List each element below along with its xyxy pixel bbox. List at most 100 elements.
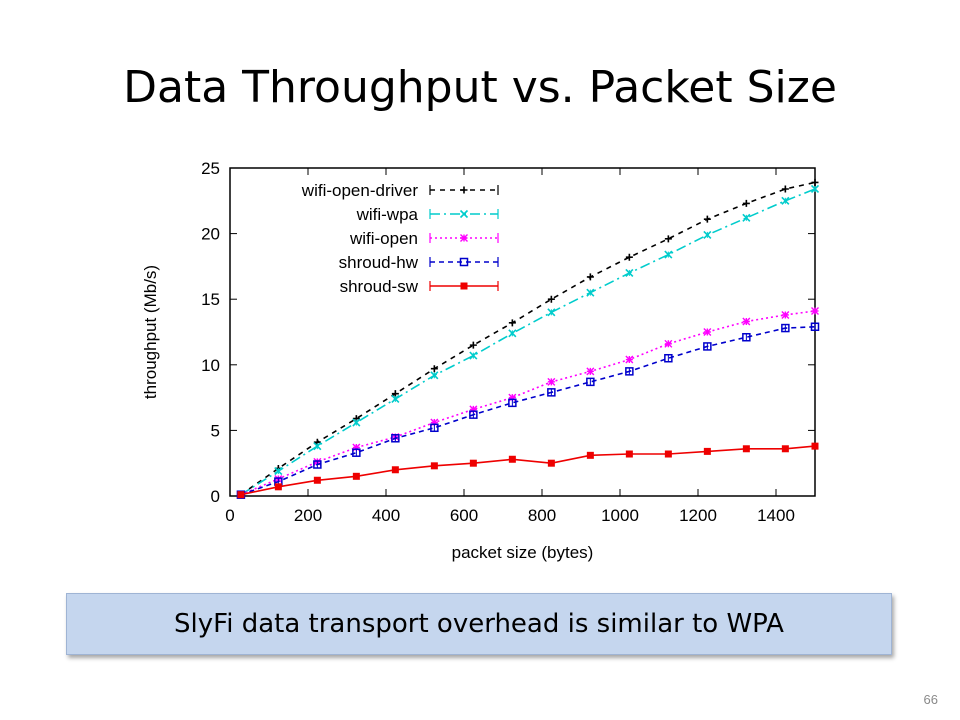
data-point [742, 213, 751, 222]
data-point [664, 339, 673, 348]
series-line-wifi-wpa [240, 188, 816, 496]
x-tick-label: 600 [450, 506, 478, 525]
data-point [703, 215, 711, 223]
data-point [469, 341, 477, 349]
data-point [781, 196, 790, 205]
slide-title: Data Throughput vs. Packet Size [123, 62, 837, 113]
callout-box: SlyFi data transport overhead is similar… [66, 593, 892, 655]
data-point [625, 253, 633, 261]
data-point [547, 295, 555, 303]
legend-label: wifi-wpa [356, 205, 419, 224]
legend-item-wifi-wpa: wifi-wpa [356, 205, 499, 224]
data-point [391, 434, 400, 443]
data-point [430, 371, 439, 380]
series-line-shroud-hw [240, 326, 816, 496]
legend-label: shroud-hw [339, 253, 419, 272]
data-point [781, 445, 789, 453]
data-point [391, 394, 400, 403]
throughput-chart: 0 200 400 600 800 1000 1200 1400 0 5 10 15 20 25 packe… [141, 159, 820, 562]
data-point [352, 418, 361, 427]
data-point [625, 367, 634, 376]
legend-item-wifi-open-driver: wifi-open-driver [301, 181, 499, 200]
data-point [703, 342, 712, 351]
data-point [625, 450, 633, 458]
data-point [664, 450, 672, 458]
y-tick-label: 10 [201, 356, 220, 375]
data-point [274, 483, 282, 491]
legend-marker [460, 186, 468, 194]
x-axis-label: packet size (bytes) [452, 543, 594, 562]
data-point [430, 365, 438, 373]
data-point [811, 178, 819, 186]
data-point [508, 398, 517, 408]
series-wifi-open [236, 307, 819, 499]
data-point [469, 410, 478, 419]
page-number: 66 [923, 692, 938, 707]
legend-marker [459, 257, 469, 267]
data-point [781, 323, 790, 333]
x-tick-label: 200 [294, 506, 322, 525]
data-point [586, 273, 594, 281]
data-point [742, 199, 750, 207]
series-shroud-hw [236, 322, 820, 499]
callout-text: SlyFi data transport overhead is similar… [174, 609, 784, 639]
data-point [742, 332, 751, 342]
data-point [391, 466, 399, 474]
data-point [781, 185, 789, 193]
data-point [586, 367, 595, 376]
x-tick-label: 0 [225, 506, 234, 525]
data-point [237, 491, 245, 499]
data-point [469, 459, 477, 467]
chart-legend: wifi-open-driver wifi-wpa wifi-open shroud-… [301, 181, 499, 296]
data-point [586, 288, 595, 297]
data-point [313, 442, 322, 451]
series-line-wifi-open [240, 310, 816, 496]
legend-item-shroud-sw: shroud-sw [340, 277, 499, 296]
data-point [703, 447, 711, 455]
data-point [430, 462, 438, 470]
y-tick-label: 20 [201, 225, 220, 244]
x-tick-label: 800 [528, 506, 556, 525]
data-point [508, 319, 516, 327]
data-point [508, 455, 516, 463]
data-point [664, 353, 673, 363]
y-tick-label: 5 [211, 421, 220, 440]
chart-axes: 0 200 400 600 800 1000 1200 1400 0 5 10 15 20 25 packe… [141, 159, 816, 562]
series-line-shroud-sw [240, 445, 816, 496]
data-point [703, 230, 712, 239]
data-point [811, 307, 819, 316]
data-point [547, 308, 556, 317]
legend-label: shroud-sw [340, 277, 419, 296]
data-point [742, 445, 750, 453]
x-tick-label: 1000 [601, 506, 639, 525]
legend-marker [459, 209, 469, 219]
data-point [352, 443, 361, 452]
series-shroud-sw [237, 442, 819, 499]
data-point [664, 250, 673, 259]
x-tick-label: 400 [372, 506, 400, 525]
legend-item-wifi-open: wifi-open [349, 229, 499, 248]
x-tick-label: 1400 [757, 506, 795, 525]
data-point [430, 423, 439, 433]
data-point [810, 322, 820, 332]
data-point [352, 448, 361, 457]
y-tick-label: 15 [201, 290, 220, 309]
legend-marker [460, 282, 468, 290]
data-point [313, 476, 321, 484]
data-point [664, 235, 672, 243]
legend-marker [460, 234, 468, 242]
data-point [625, 355, 634, 364]
data-point [313, 460, 322, 469]
data-point [586, 451, 594, 459]
legend-label: wifi-open-driver [301, 181, 419, 200]
legend-item-shroud-hw: shroud-hw [339, 253, 499, 272]
data-point [742, 317, 751, 326]
data-point [274, 467, 283, 476]
series-wifi-wpa [236, 184, 820, 499]
series-line-wifi-open-driver [240, 181, 816, 496]
data-point [352, 472, 360, 480]
data-point [430, 418, 439, 427]
data-point [625, 268, 634, 278]
y-tick-label: 0 [211, 487, 220, 506]
data-point [703, 328, 712, 336]
